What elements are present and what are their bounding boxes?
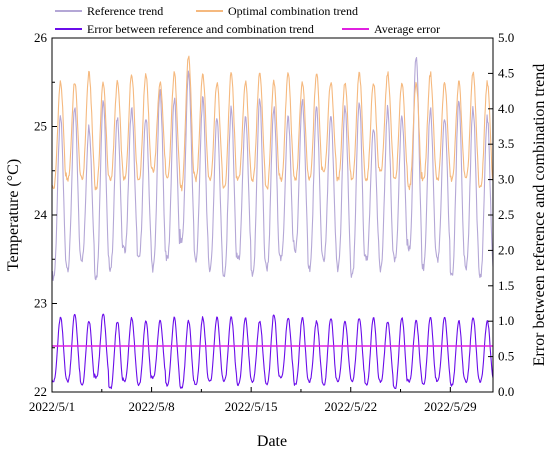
y-left-tick-label: 24 <box>34 207 48 222</box>
y-right-tick-label: 2.5 <box>498 207 514 222</box>
y-right-tick-label: 3.0 <box>498 172 514 187</box>
y-right-tick-label: 0.0 <box>498 384 514 399</box>
y-axis-right-title: Error between reference and combination … <box>531 64 548 367</box>
y-left-tick-label: 23 <box>34 296 47 311</box>
y-right-tick-label: 4.5 <box>498 65 514 80</box>
y-right-tick-label: 5.0 <box>498 30 514 45</box>
series-line-optimal-combination-trend <box>51 55 494 192</box>
x-tick-label: 2022/5/22 <box>324 399 377 414</box>
legend-label-error: Error between reference and combination … <box>87 22 314 36</box>
x-tick-label: 2022/5/1 <box>29 399 75 414</box>
y-right-tick-label: 2.0 <box>498 242 514 257</box>
axis-ticks: 22 23 24 25 26 0.0 0.5 1.0 1.5 2.0 2.5 3.0 3.5 4.0 4.5… <box>29 30 514 414</box>
legend-label-optimal-combination-trend: Optimal combination trend <box>228 4 358 18</box>
legend-label-average-error: Average error <box>374 22 440 36</box>
series-line-error-between-reference-and-combination-trend <box>51 313 494 390</box>
y-left-tick-label: 25 <box>34 119 47 134</box>
series-line-reference-trend <box>51 56 494 281</box>
y-right-tick-label: 4.0 <box>498 101 514 116</box>
y-axis-left-title: Temperature (°C) <box>5 159 22 271</box>
y-right-tick-label: 0.5 <box>498 349 514 364</box>
y-right-tick-label: 1.5 <box>498 278 514 293</box>
y-left-tick-label: 22 <box>34 384 47 399</box>
legend-label-reference-trend: Reference trend <box>87 4 163 18</box>
plot-lines <box>51 55 494 390</box>
y-left-tick-label: 26 <box>34 30 48 45</box>
x-axis-title: Date <box>257 433 287 450</box>
x-tick-label: 2022/5/8 <box>128 399 174 414</box>
y-right-tick-label: 1.0 <box>498 313 514 328</box>
x-tick-label: 2022/5/15 <box>225 399 278 414</box>
x-tick-label: 2022/5/29 <box>424 399 477 414</box>
y-right-tick-label: 3.5 <box>498 136 514 151</box>
legend: Reference trend Optimal combination tren… <box>55 4 440 36</box>
